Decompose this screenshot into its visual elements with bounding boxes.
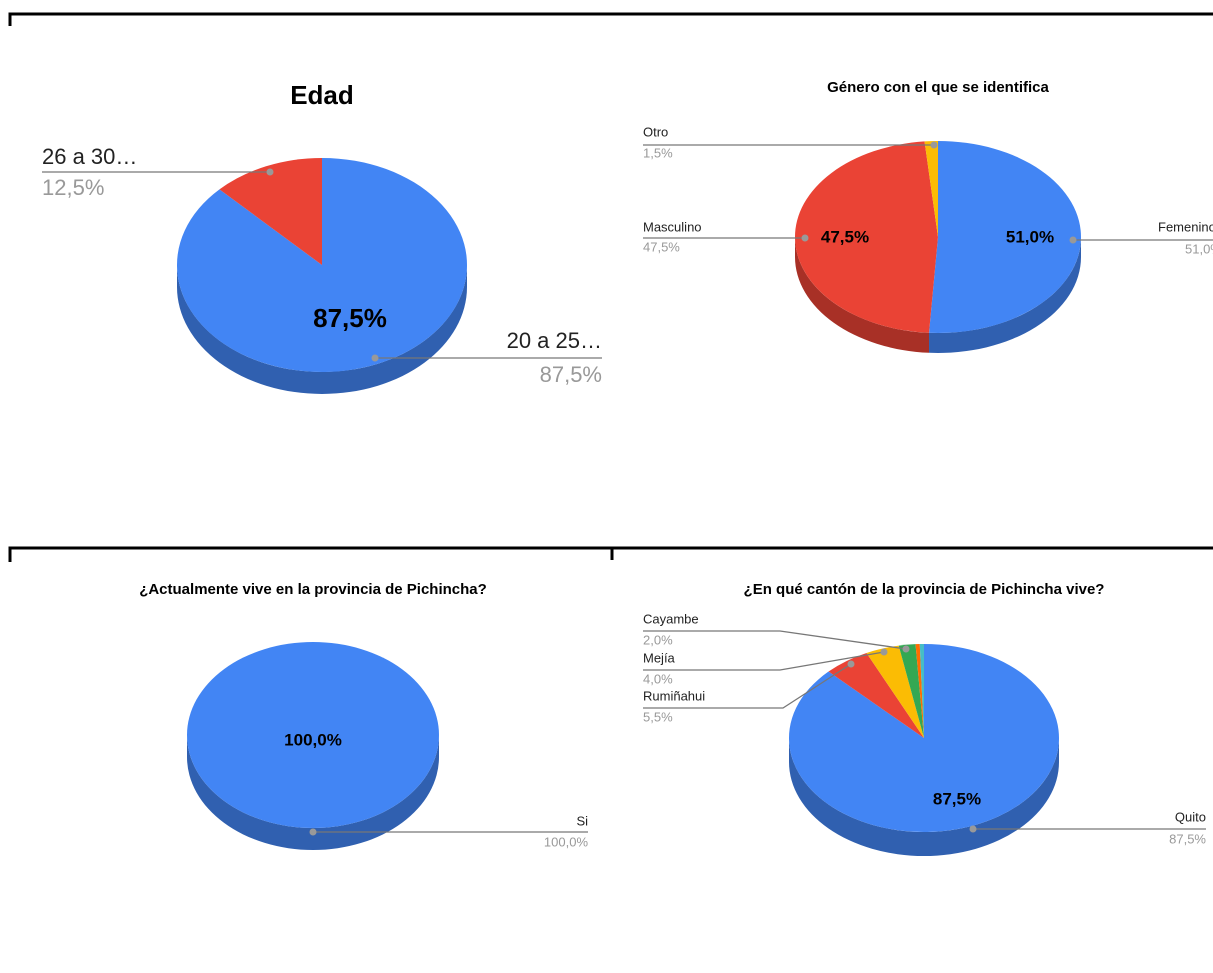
legend-label: Rumiñahui	[643, 688, 705, 703]
frame	[8, 12, 1213, 26]
legend-label: Otro	[643, 124, 668, 139]
leader-dot	[880, 648, 888, 656]
legend-value: 100,0%	[544, 834, 589, 849]
slice-side	[187, 735, 439, 850]
legend-label: Cayambe	[643, 611, 699, 626]
leader-dot	[902, 645, 910, 653]
leader-dot	[969, 825, 977, 833]
legend-value: 47,5%	[643, 239, 680, 254]
chart-title: Género con el que se identifica	[827, 79, 1049, 96]
legend-label: Femenino	[1158, 219, 1213, 234]
slice-side	[789, 738, 1059, 856]
legend-label: Mejía	[643, 650, 676, 665]
slice	[187, 642, 439, 828]
legend-label: Si	[576, 813, 588, 828]
leader-line	[643, 630, 907, 650]
slice	[866, 645, 924, 738]
legend-value: 5,5%	[643, 709, 673, 724]
slice	[924, 141, 938, 237]
legend-label: 20 a 25…	[507, 328, 602, 353]
legend-value: 4,0%	[643, 671, 673, 686]
legend-label: Masculino	[643, 219, 702, 234]
slice-label: 87,5%	[933, 789, 981, 808]
legend-value: 87,5%	[1169, 831, 1206, 846]
leader-dot	[309, 828, 317, 836]
slice-label: 100,0%	[284, 730, 342, 749]
leader-line	[643, 663, 852, 709]
slice	[176, 158, 467, 372]
slice-label: 87,5%	[313, 303, 387, 333]
slice	[929, 141, 1081, 333]
leader-dot	[930, 141, 938, 149]
legend-value: 2,0%	[643, 632, 673, 647]
slice-side	[929, 237, 1081, 353]
slice	[828, 652, 924, 738]
legend-label: 26 a 30…	[42, 144, 137, 169]
legend-value: 87,5%	[540, 362, 602, 387]
legend-value: 1,5%	[643, 145, 673, 160]
slice-side	[795, 237, 930, 353]
leader-dot	[266, 168, 274, 176]
chart-title: Edad	[290, 80, 354, 110]
leader-dot	[1069, 236, 1077, 244]
leader-dot	[847, 660, 855, 668]
slice-side	[177, 265, 467, 394]
leader-line	[643, 651, 885, 671]
leader-dot	[371, 354, 379, 362]
leader-dot	[801, 234, 809, 242]
slice-label: 51,0%	[1006, 227, 1054, 246]
legend-value: 51,0%	[1185, 241, 1213, 256]
chart-title: ¿En qué cantón de la provincia de Pichin…	[744, 581, 1105, 598]
slice-label: 47,5%	[821, 227, 869, 246]
slice	[919, 644, 924, 738]
legend-value: 12,5%	[42, 175, 104, 200]
chart-title: ¿Actualmente vive en la provincia de Pic…	[139, 581, 487, 598]
legend-label: Quito	[1175, 809, 1206, 824]
slice	[898, 644, 924, 738]
slice	[915, 644, 924, 738]
slice	[795, 141, 938, 333]
frame	[8, 546, 1213, 562]
slice	[219, 158, 322, 265]
